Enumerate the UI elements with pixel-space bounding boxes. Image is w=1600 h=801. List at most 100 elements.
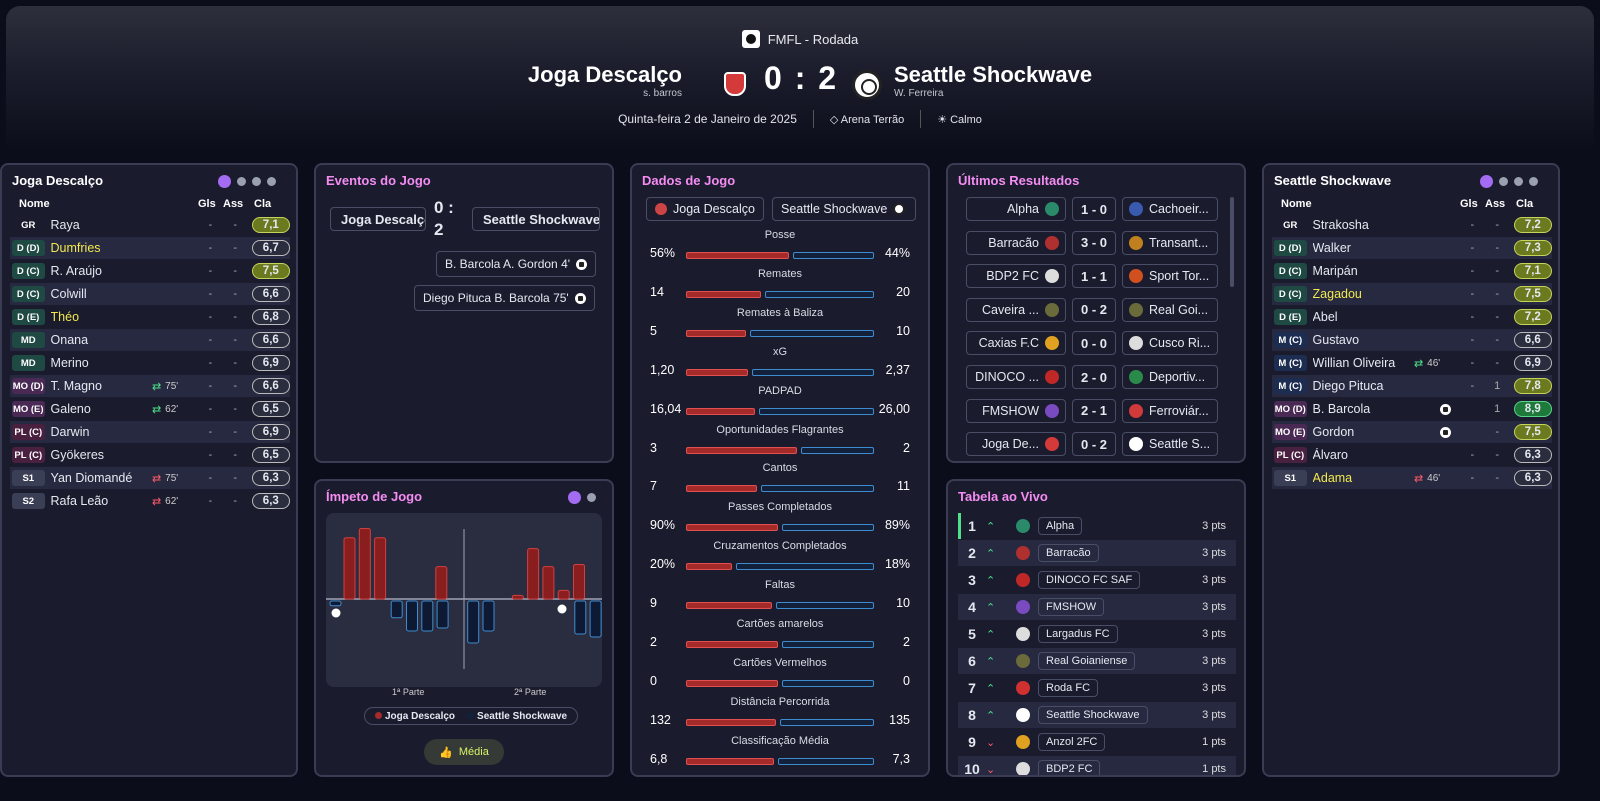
player-name[interactable]: T. Magno — [50, 379, 102, 393]
pager-dot[interactable] — [587, 493, 596, 502]
player-row[interactable]: PL (C) Gyökeres - - 6,5 — [10, 444, 290, 466]
player-row[interactable]: D (C) Maripán - - 7,1 — [1272, 260, 1552, 282]
table-team-name[interactable]: Anzol 2FC — [1038, 733, 1106, 751]
player-row[interactable]: GR Raya - - 7,1 — [10, 214, 290, 236]
player-name[interactable]: Rafa Leão — [50, 494, 109, 508]
player-row[interactable]: M (C) Willian Oliveira ⇄ 46' - -6,9 — [1272, 352, 1552, 374]
result-row[interactable]: Alpha 1 - 0 Cachoeir... — [966, 197, 1218, 221]
table-row[interactable]: 1 ⌃ Alpha 3 pts — [958, 513, 1236, 539]
pager-dot-active[interactable] — [568, 491, 581, 504]
table-team-name[interactable]: BDP2 FC — [1038, 760, 1101, 775]
table-team-name[interactable]: Real Goianiense — [1038, 652, 1136, 670]
panel-pager[interactable] — [218, 175, 276, 188]
result-row[interactable]: Caveira ... 0 - 2 Real Goi... — [966, 297, 1218, 322]
pager-dot[interactable] — [1514, 177, 1523, 186]
player-name[interactable]: Maripán — [1312, 264, 1358, 278]
player-name[interactable]: Adama — [1312, 471, 1353, 485]
result-away[interactable]: Cusco Ri... — [1122, 331, 1218, 356]
player-row[interactable]: M (C) Diego Pituca - 1 7,8 — [1272, 375, 1552, 397]
stats-home-team[interactable]: Joga Descalço — [646, 197, 764, 221]
stats-away-team[interactable]: Seattle Shockwave — [772, 197, 916, 221]
player-row[interactable]: MO (E) Galeno ⇄ 62' - -6,5 — [10, 398, 290, 420]
panel-pager[interactable] — [1480, 175, 1538, 188]
result-away[interactable]: Ferroviár... — [1122, 398, 1218, 423]
result-home[interactable]: Alpha — [966, 197, 1066, 221]
player-row[interactable]: PL (C) Álvaro - - 6,3 — [1272, 444, 1552, 466]
table-row[interactable]: 5 ⌃ Largadus FC 3 pts — [958, 621, 1236, 647]
home-team[interactable]: Joga Descalço s. barros — [528, 62, 682, 99]
player-row[interactable]: GR Strakosha - - 7,2 — [1272, 214, 1552, 236]
result-home[interactable]: FMSHOW — [966, 398, 1066, 423]
pager-dot-active[interactable] — [1480, 175, 1493, 188]
player-name[interactable]: Dumfries — [50, 241, 101, 255]
pager-dot[interactable] — [237, 177, 246, 186]
pager-dot[interactable] — [1529, 177, 1538, 186]
table-row[interactable]: 2 ⌃ Barracão 3 pts — [958, 540, 1236, 566]
away-team[interactable]: Seattle Shockwave W. Ferreira — [894, 62, 1092, 99]
result-row[interactable]: BDP2 FC 1 - 1 Sport Tor... — [966, 264, 1218, 289]
result-row[interactable]: FMSHOW 2 - 1 Ferroviár... — [966, 398, 1218, 423]
player-name[interactable]: Álvaro — [1312, 448, 1348, 462]
player-row[interactable]: S1 Yan Diomandé ⇄ 75' - -6,3 — [10, 467, 290, 489]
player-name[interactable]: Abel — [1312, 310, 1338, 324]
player-name[interactable]: Onana — [50, 333, 89, 347]
player-name[interactable]: Théo — [50, 310, 80, 324]
player-name[interactable]: Zagadou — [1312, 287, 1362, 301]
player-name[interactable]: Darwin — [50, 425, 90, 439]
table-team-name[interactable]: Alpha — [1038, 517, 1083, 535]
pager-dot[interactable] — [267, 177, 276, 186]
player-name[interactable]: Merino — [50, 356, 89, 370]
table-team-name[interactable]: Seattle Shockwave — [1038, 706, 1148, 724]
player-name[interactable]: Gyökeres — [50, 448, 105, 462]
result-home[interactable]: Barracão — [966, 230, 1066, 255]
player-row[interactable]: D (D) Walker - - 7,3 — [1272, 237, 1552, 259]
player-name[interactable]: Walker — [1312, 241, 1351, 255]
table-row[interactable]: 9 ⌄ Anzol 2FC 1 pts — [958, 729, 1236, 755]
player-row[interactable]: S2 Rafa Leão ⇄ 62' - -6,3 — [10, 490, 290, 512]
result-away[interactable]: Cachoeir... — [1122, 197, 1218, 221]
events-home-team[interactable]: Joga Descalço — [330, 207, 426, 231]
player-name[interactable]: R. Araújo — [50, 264, 102, 278]
table-row[interactable]: 8 ⌃ Seattle Shockwave 3 pts — [958, 702, 1236, 728]
table-team-name[interactable]: Roda FC — [1038, 679, 1099, 697]
table-team-name[interactable]: FMSHOW — [1038, 598, 1105, 616]
table-row[interactable]: 7 ⌃ Roda FC 3 pts — [958, 675, 1236, 701]
player-name[interactable]: Diego Pituca — [1312, 379, 1384, 393]
result-away[interactable]: Seattle S... — [1122, 432, 1218, 457]
player-row[interactable]: D (C) R. Araújo - - 7,5 — [10, 260, 290, 282]
result-away[interactable]: Sport Tor... — [1122, 264, 1218, 289]
player-row[interactable]: S1 Adama ⇄ 46' - -6,3 — [1272, 467, 1552, 489]
player-row[interactable]: D (C) Zagadou - - 7,5 — [1272, 283, 1552, 305]
player-name[interactable]: Raya — [50, 218, 80, 232]
goal-event[interactable]: B. Barcola A. Gordon 4' — [436, 251, 597, 277]
panel-pager[interactable] — [568, 491, 596, 504]
player-name[interactable]: Gustavo — [1312, 333, 1360, 347]
player-row[interactable]: MD Onana - - 6,6 — [10, 329, 290, 351]
player-name[interactable]: Gordon — [1312, 425, 1355, 439]
player-name[interactable]: Galeno — [50, 402, 91, 416]
table-team-name[interactable]: DINOCO FC SAF — [1038, 571, 1141, 589]
player-name[interactable]: Strakosha — [1312, 218, 1369, 232]
player-name[interactable]: Colwill — [50, 287, 87, 301]
table-row[interactable]: 3 ⌃ DINOCO FC SAF 3 pts — [958, 567, 1236, 593]
pager-dot[interactable] — [1499, 177, 1508, 186]
player-row[interactable]: D (D) Dumfries - - 6,7 — [10, 237, 290, 259]
player-row[interactable]: PL (C) Darwin - - 6,9 — [10, 421, 290, 443]
result-away[interactable]: Transant... — [1122, 230, 1218, 255]
table-row[interactable]: 4 ⌃ FMSHOW 3 pts — [958, 594, 1236, 620]
pager-dot-active[interactable] — [218, 175, 231, 188]
table-row[interactable]: 10 ⌄ BDP2 FC 1 pts — [958, 756, 1236, 775]
result-away[interactable]: Deportiv... — [1122, 365, 1218, 389]
result-row[interactable]: Barracão 3 - 0 Transant... — [966, 230, 1218, 255]
result-home[interactable]: Caveira ... — [966, 297, 1066, 322]
player-row[interactable]: D (E) Théo - - 6,8 — [10, 306, 290, 328]
player-name[interactable]: Willian Oliveira — [1312, 356, 1396, 370]
results-scrollbar[interactable] — [1230, 197, 1234, 287]
result-home[interactable]: DINOCO ... — [966, 365, 1066, 389]
goal-event[interactable]: Diego Pituca B. Barcola 75' — [414, 285, 595, 311]
player-row[interactable]: MO (D) B. Barcola 1 8,9 — [1272, 398, 1552, 420]
player-row[interactable]: D (E) Abel - - 7,2 — [1272, 306, 1552, 328]
player-row[interactable]: D (C) Colwill - - 6,6 — [10, 283, 290, 305]
average-button[interactable]: 👍 Média — [424, 739, 504, 765]
result-home[interactable]: BDP2 FC — [966, 264, 1066, 289]
